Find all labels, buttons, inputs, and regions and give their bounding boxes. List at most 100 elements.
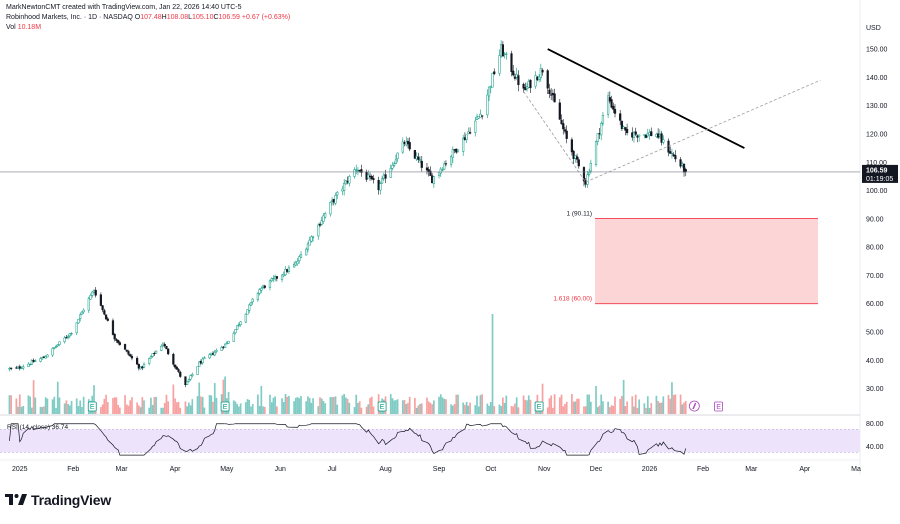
candle-body: [80, 311, 84, 315]
volume-bar: [131, 397, 133, 414]
candle-body: [396, 152, 399, 159]
volume-bar: [441, 397, 444, 414]
volume-bar: [177, 401, 180, 414]
candle: [249, 302, 253, 307]
candle-body: [56, 344, 59, 347]
volume-bar: [660, 402, 663, 414]
candle: [510, 50, 513, 77]
volume-bar: [172, 384, 175, 414]
earnings-marker[interactable]: E: [377, 401, 387, 412]
volume-bar: [119, 407, 121, 414]
candle: [368, 172, 372, 181]
volume-bar: [115, 397, 118, 414]
candle-body: [249, 302, 253, 306]
price-tick: 90.00: [866, 216, 884, 223]
candle-body: [220, 347, 223, 351]
candle: [450, 154, 453, 168]
volume-bar: [598, 405, 601, 414]
earnings-marker-box[interactable]: [87, 401, 97, 412]
earnings-marker-box[interactable]: [714, 401, 723, 412]
volume-bar: [276, 406, 278, 414]
volume-bar: [198, 382, 201, 414]
volume-bar: [186, 406, 189, 414]
volume-bar: [163, 403, 166, 414]
earnings-marker[interactable]: E: [534, 401, 544, 412]
candle-body: [650, 131, 653, 137]
volume-bar: [129, 400, 132, 414]
volume-bar: [174, 398, 176, 414]
volume-bar: [548, 398, 551, 414]
rsi-value: 36.74: [52, 424, 69, 431]
candle: [99, 292, 102, 307]
candle-body: [455, 148, 458, 153]
volume-bar: [610, 405, 613, 414]
earnings-marker-box[interactable]: [534, 401, 544, 412]
earnings-marker-box[interactable]: [377, 401, 387, 412]
candle: [437, 171, 441, 179]
volume-bar: [465, 401, 468, 414]
candle-body: [298, 256, 301, 261]
volume-bar: [439, 394, 442, 414]
volume-bar: [671, 382, 673, 414]
volume-bar: [493, 406, 496, 414]
volume-bar: [329, 397, 332, 414]
candle: [360, 164, 363, 177]
volume-bar: [429, 402, 432, 414]
volume-bar: [419, 403, 421, 414]
candle: [394, 154, 398, 164]
earnings-marker[interactable]: E: [87, 401, 97, 412]
candle: [151, 353, 154, 358]
candle-body: [393, 163, 396, 166]
tradingview-logo[interactable]: TradingView: [5, 492, 111, 508]
volume-bar: [100, 407, 102, 414]
earnings-marker-box[interactable]: [220, 401, 230, 412]
volume-bar: [526, 400, 528, 414]
candle-body: [161, 343, 165, 346]
candle: [91, 290, 94, 298]
volume-bar: [160, 407, 163, 414]
candle: [441, 167, 444, 172]
symbol-legend[interactable]: Robinhood Markets, Inc. · 1D · NASDAQ O1…: [6, 13, 290, 22]
candle: [525, 82, 529, 92]
volume-bar: [148, 407, 151, 414]
volume-bar: [224, 376, 226, 414]
candle-body: [244, 313, 247, 323]
volume-bar: [655, 395, 658, 414]
candle: [631, 127, 634, 141]
candle-body: [117, 340, 120, 343]
volume-bar: [305, 401, 308, 414]
volume-bar: [324, 403, 327, 414]
time-tick: 2025: [12, 466, 28, 473]
symbol-name[interactable]: Robinhood Markets, Inc. · 1D · NASDAQ: [6, 14, 133, 21]
earnings-marker[interactable]: E: [714, 401, 723, 412]
candle: [451, 146, 454, 163]
earnings-marker[interactable]: E: [220, 401, 230, 412]
dividend-icon[interactable]: [688, 400, 700, 412]
dashed-pattern-line[interactable]: [523, 79, 821, 183]
volume-legend[interactable]: Vol 10.18M: [6, 23, 41, 32]
candle: [515, 67, 518, 80]
volume-bar: [622, 379, 625, 414]
volume-bar: [576, 398, 578, 414]
candle-body: [16, 366, 20, 369]
candle-body: [336, 191, 339, 196]
candle-body: [432, 176, 435, 184]
candle-body: [141, 366, 144, 369]
trendline[interactable]: [547, 48, 745, 149]
candle: [560, 114, 563, 125]
candle: [286, 268, 289, 273]
volume-bar: [274, 396, 276, 414]
fib-zone[interactable]: [595, 218, 818, 304]
rsi-band: [0, 429, 860, 453]
volume-bar: [679, 394, 682, 414]
volume-bar: [408, 396, 411, 414]
candle: [355, 164, 358, 175]
volume-bar: [150, 397, 152, 414]
volume-bar: [22, 405, 25, 414]
candle-body: [136, 357, 139, 365]
volume-bar: [39, 406, 42, 414]
candle-body: [538, 76, 541, 80]
price-axis[interactable]: USD 150.00 140.00 130.00 120.00 110.00 100.00 9…: [862, 25, 898, 393]
